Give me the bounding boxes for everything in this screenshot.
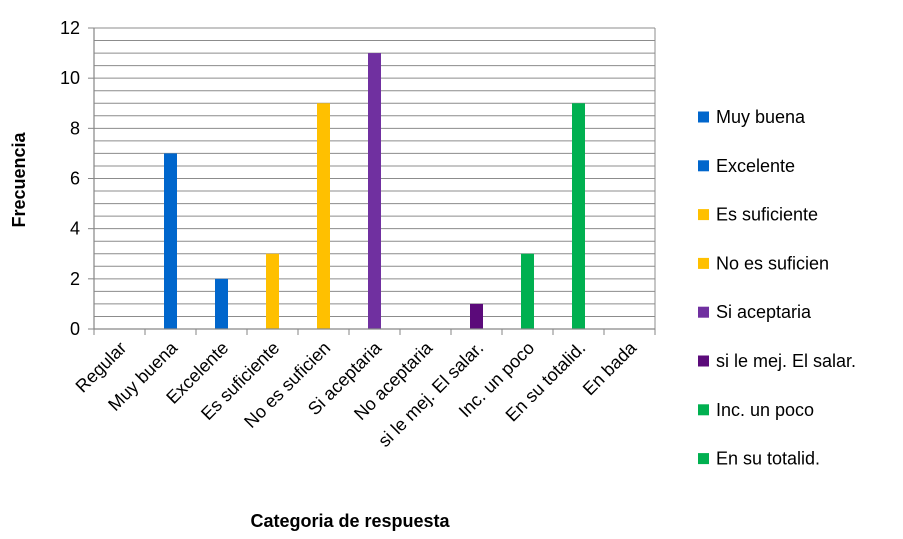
x-tick-label: En bada xyxy=(579,337,641,399)
y-tick-label: 6 xyxy=(70,169,80,189)
legend-label: No es suficien xyxy=(716,253,829,273)
y-tick-label: 8 xyxy=(70,118,80,138)
legend-label: Es suficiente xyxy=(716,205,818,225)
legend-swatch xyxy=(698,160,709,172)
y-tick-label: 2 xyxy=(70,269,80,289)
y-tick-labels: 0 2 4 6 8 10 12 xyxy=(60,18,80,339)
legend-swatch xyxy=(698,306,709,318)
y-axis-title: Frecuencia xyxy=(9,131,29,227)
legend-swatch xyxy=(698,453,709,465)
y-tick-label: 0 xyxy=(70,319,80,339)
legend-swatch xyxy=(698,355,709,367)
legend-label: si le mej. El salar. xyxy=(716,351,856,371)
bar-3 xyxy=(215,278,228,329)
bar-2 xyxy=(164,153,177,329)
bars xyxy=(164,53,585,329)
y-tick-label: 4 xyxy=(70,219,80,239)
legend-swatch xyxy=(698,257,709,269)
y-tick-label: 10 xyxy=(60,68,80,88)
legend-swatch xyxy=(698,111,709,123)
legend-swatch xyxy=(698,404,709,416)
bar-5 xyxy=(317,103,330,329)
bar-8 xyxy=(470,303,483,329)
axes xyxy=(88,27,656,335)
legend-label: Si aceptaria xyxy=(716,302,812,322)
bar-9 xyxy=(521,253,534,329)
legend-label: Inc. un poco xyxy=(716,400,814,420)
y-tick-label: 12 xyxy=(60,18,80,38)
legend-swatch xyxy=(698,209,709,221)
bar-10 xyxy=(572,103,585,329)
bar-4 xyxy=(266,253,279,329)
x-axis-title: Categoria de respuesta xyxy=(250,511,450,531)
legend-label: Excelente xyxy=(716,156,795,176)
legend-label: En su totalid. xyxy=(716,449,820,469)
bar-6 xyxy=(368,53,381,329)
legend: Muy buena Excelente Es suficiente No es suf… xyxy=(698,107,856,469)
legend-label: Muy buena xyxy=(716,107,806,127)
